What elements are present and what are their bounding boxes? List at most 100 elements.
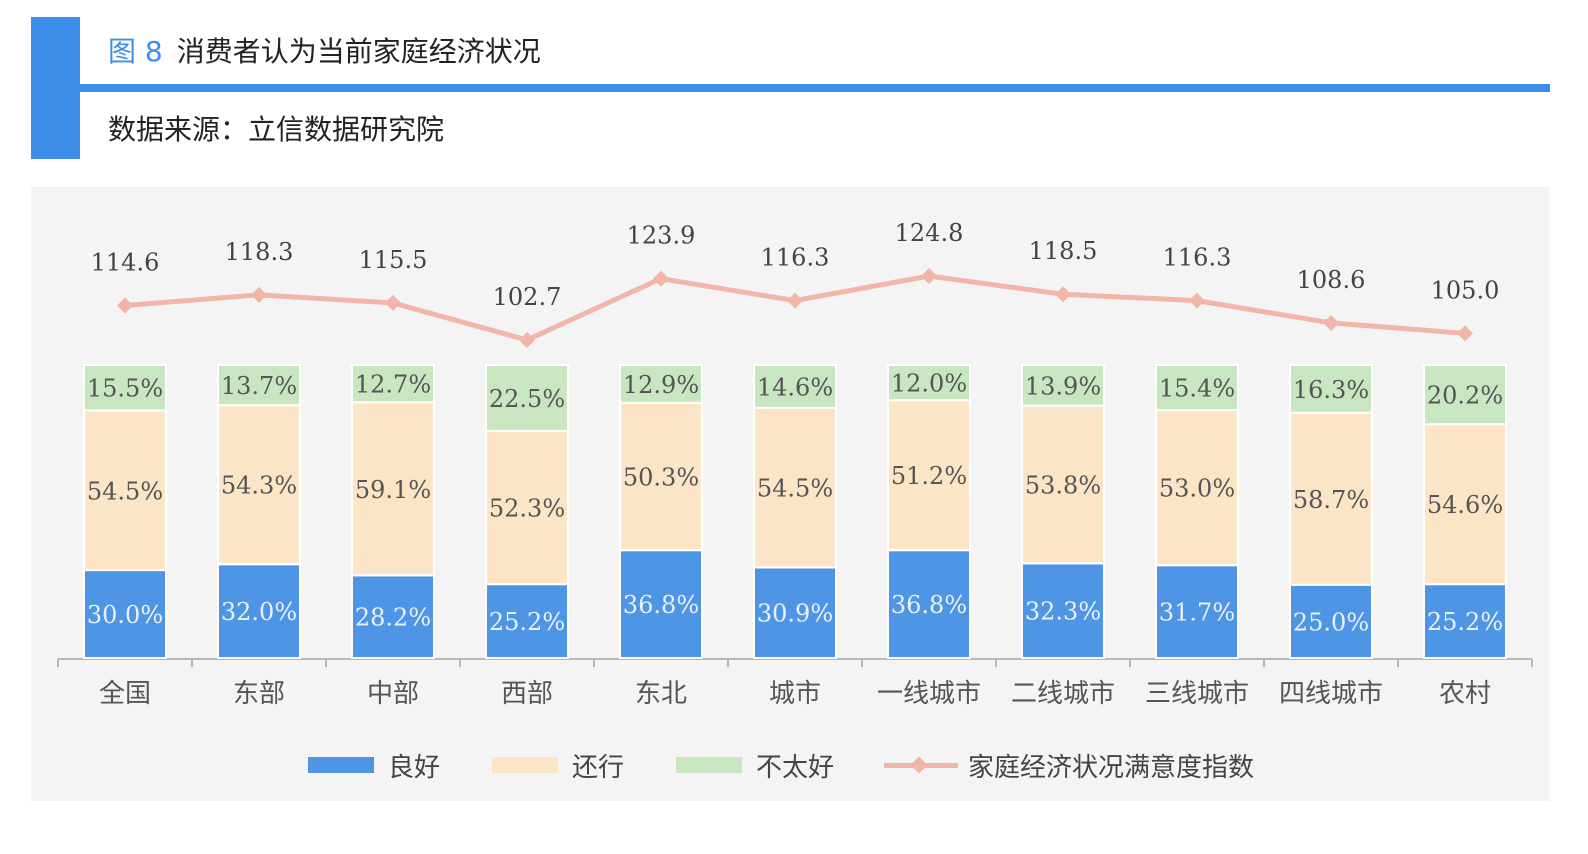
bar-label-bad-4: 12.9% (623, 371, 699, 399)
bar-ok-3 (485, 429, 569, 586)
bar-label-ok-2: 59.1% (355, 476, 431, 504)
legend-swatch-bad (676, 757, 742, 773)
bar-label-ok-10: 54.6% (1427, 491, 1503, 519)
legend-item-bad: 不太好 (676, 748, 835, 783)
bar-label-ok-5: 54.5% (757, 475, 833, 503)
bar-bad-1 (217, 364, 301, 407)
bar-ok-4 (619, 401, 703, 552)
figure-number: 图 8 (108, 35, 163, 68)
bar-bad-10 (1423, 364, 1507, 426)
legend-item-index: 家庭经济状况满意度指数 (884, 748, 1255, 783)
index-label-6: 124.8 (895, 219, 964, 247)
index-label-5: 116.3 (761, 244, 830, 272)
index-point-9 (1323, 314, 1339, 331)
bar-label-good-10: 25.2% (1427, 608, 1503, 636)
legend-label-ok: 还行 (572, 752, 625, 783)
bar-label-ok-3: 52.3% (489, 495, 565, 523)
bar-label-good-4: 36.8% (623, 591, 699, 619)
bar-good-6 (887, 549, 971, 660)
x-tick-label-2: 中部 (367, 679, 419, 709)
index-point-3 (519, 332, 535, 348)
index-point-1 (251, 286, 267, 303)
index-label-0: 114.6 (91, 249, 160, 277)
title-divider (80, 84, 1550, 92)
index-label-4: 123.9 (627, 222, 696, 250)
index-label-9: 108.6 (1297, 266, 1366, 294)
bar-label-good-1: 32.0% (221, 598, 297, 626)
legend-swatch-ok (492, 757, 558, 773)
index-label-2: 115.5 (359, 246, 428, 274)
x-tick-label-6: 一线城市 (877, 679, 981, 709)
x-tick-label-3: 西部 (501, 679, 553, 709)
bar-bad-7 (1021, 364, 1105, 407)
bar-label-bad-7: 13.9% (1025, 372, 1101, 400)
x-tick-label-1: 东部 (233, 679, 285, 709)
index-label-8: 116.3 (1163, 244, 1232, 272)
bar-ok-10 (1423, 423, 1507, 586)
title-text: 消费者认为当前家庭经济状况 (176, 35, 541, 68)
bar-bad-0 (83, 364, 167, 412)
legend-line-index (884, 756, 958, 774)
index-point-8 (1189, 292, 1205, 309)
bar-label-bad-0: 15.5% (87, 375, 163, 403)
bar-bad-4 (619, 364, 703, 404)
chart-title: 图 8 消费者认为当前家庭经济状况 (108, 30, 541, 70)
bar-good-5 (753, 566, 837, 660)
x-tick-label-9: 四线城市 (1279, 679, 1383, 709)
header-accent-bar (31, 17, 80, 159)
index-point-4 (653, 270, 669, 287)
bar-good-8 (1155, 564, 1239, 659)
data-source: 数据来源：立信数据研究院 (108, 113, 445, 146)
bar-label-bad-8: 15.4% (1159, 375, 1235, 403)
bar-bad-9 (1289, 364, 1373, 414)
bar-label-good-6: 36.8% (891, 591, 967, 619)
bar-label-good-9: 25.0% (1293, 608, 1369, 636)
bar-label-bad-1: 13.7% (221, 372, 297, 400)
index-point-5 (787, 292, 803, 309)
legend-label-index: 家庭经济状况满意度指数 (968, 752, 1255, 783)
bar-label-ok-6: 51.2% (891, 462, 967, 490)
bar-label-ok-8: 53.0% (1159, 475, 1235, 503)
index-label-3: 102.7 (493, 283, 562, 311)
x-tick-label-7: 二线城市 (1011, 679, 1115, 709)
bar-bad-3 (485, 364, 569, 432)
x-tick-label-8: 三线城市 (1145, 679, 1249, 709)
bar-good-0 (83, 569, 167, 659)
bar-ok-9 (1289, 411, 1373, 586)
index-point-10 (1457, 325, 1473, 342)
chart-legend: 良好 还行 不太好 家庭经济状况满意度指数 (0, 748, 1588, 783)
index-point-2 (385, 294, 401, 311)
bar-bad-6 (887, 364, 971, 402)
bar-label-ok-0: 54.5% (87, 477, 163, 505)
bar-label-bad-2: 12.7% (355, 371, 431, 399)
bar-label-ok-1: 54.3% (221, 472, 297, 500)
index-point-6 (921, 268, 937, 284)
bar-label-bad-5: 14.6% (757, 373, 833, 401)
x-tick-label-0: 全国 (99, 679, 151, 709)
bar-label-bad-9: 16.3% (1293, 376, 1369, 404)
legend-item-ok: 还行 (492, 748, 625, 783)
legend-swatch-good (308, 757, 374, 773)
bar-label-bad-3: 22.5% (489, 385, 565, 413)
bar-bad-5 (753, 364, 837, 409)
index-point-7 (1055, 286, 1071, 303)
bar-label-ok-9: 58.7% (1293, 486, 1369, 514)
index-label-1: 118.3 (225, 238, 294, 266)
index-label-7: 118.5 (1029, 237, 1098, 265)
bar-label-good-8: 31.7% (1159, 599, 1235, 627)
bar-label-good-5: 30.9% (757, 600, 833, 628)
bar-label-ok-4: 50.3% (623, 463, 699, 491)
bar-label-bad-6: 12.0% (891, 370, 967, 398)
legend-label-good: 良好 (388, 752, 441, 783)
legend-item-good: 良好 (308, 748, 441, 783)
x-tick-label-10: 农村 (1439, 679, 1491, 709)
legend-label-bad: 不太好 (756, 752, 835, 783)
bar-good-9 (1289, 583, 1373, 659)
bar-label-good-3: 25.2% (489, 608, 565, 636)
bar-bad-2 (351, 364, 435, 404)
bar-good-2 (351, 574, 435, 660)
bar-label-ok-7: 53.8% (1025, 472, 1101, 500)
bar-label-good-2: 28.2% (355, 604, 431, 632)
x-tick-label-5: 城市 (769, 679, 821, 709)
bar-ok-2 (351, 401, 435, 577)
